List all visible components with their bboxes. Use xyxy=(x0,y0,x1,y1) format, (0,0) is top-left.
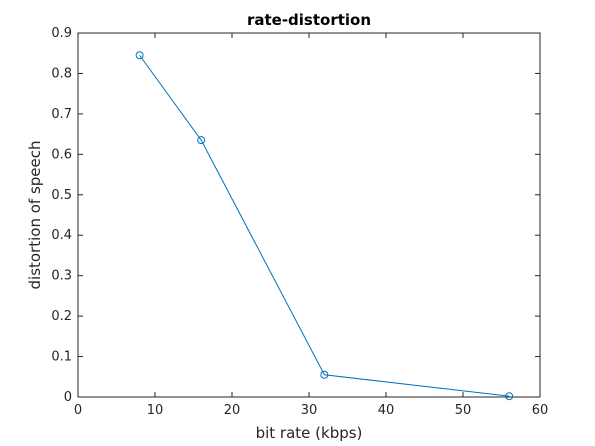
x-tick-label: 10 xyxy=(147,403,164,418)
y-axis-label: distortion of speech xyxy=(26,140,44,289)
y-tick-label: 0.8 xyxy=(51,66,72,81)
y-tick-label: 0.4 xyxy=(51,228,72,243)
y-axis-ticks: 0 0.1 0.2 0.3 0.4 0.5 0.6 0.7 0.8 0.9 xyxy=(51,26,540,405)
x-tick-label: 0 xyxy=(74,403,82,418)
x-axis-ticks: 0 10 20 30 40 50 60 xyxy=(74,33,548,418)
data-point-marker xyxy=(197,136,206,145)
x-tick-label: 50 xyxy=(455,403,472,418)
series-line xyxy=(139,54,510,397)
x-tick-label: 30 xyxy=(301,403,318,418)
series-group xyxy=(135,51,514,401)
data-point-marker xyxy=(135,51,144,60)
x-tick-label: 40 xyxy=(378,403,395,418)
y-tick-label: 0 xyxy=(64,390,72,405)
data-point-marker xyxy=(320,370,329,379)
data-point-marker xyxy=(505,392,514,401)
y-tick-label: 0.1 xyxy=(51,350,72,365)
chart-title: rate-distortion xyxy=(247,11,371,29)
y-tick-label: 0.3 xyxy=(51,269,72,284)
y-tick-label: 0.9 xyxy=(51,26,72,41)
plot-area xyxy=(77,32,541,398)
x-tick-label: 60 xyxy=(532,403,549,418)
y-tick-label: 0.6 xyxy=(51,147,72,162)
x-axis-label: bit rate (kbps) xyxy=(256,424,363,442)
x-tick-label: 20 xyxy=(224,403,241,418)
y-tick-label: 0.7 xyxy=(51,107,72,122)
y-tick-label: 0.5 xyxy=(51,188,72,203)
y-tick-label: 0.2 xyxy=(51,309,72,324)
